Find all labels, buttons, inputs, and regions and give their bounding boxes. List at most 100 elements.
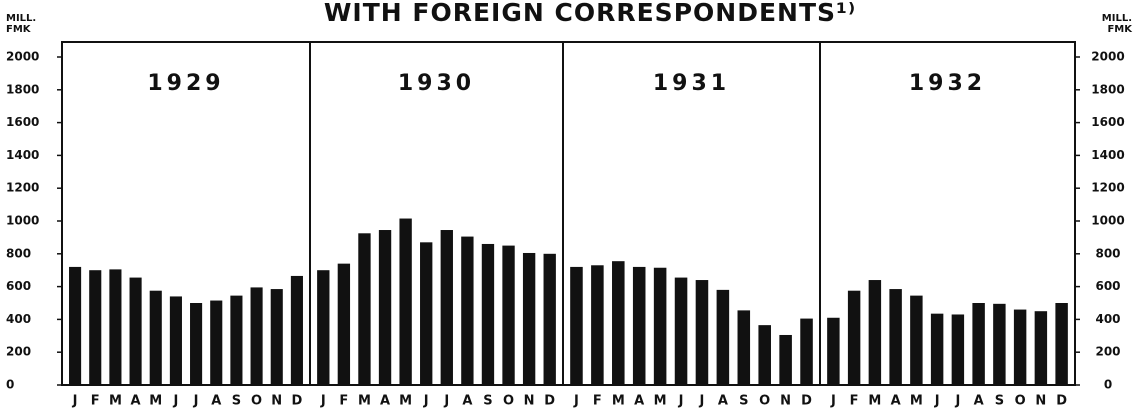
x-tick-label: O: [503, 394, 514, 409]
y-tick-label: 1000: [6, 214, 39, 228]
bar: [716, 289, 730, 385]
x-tick-label: M: [612, 394, 625, 409]
bar: [378, 230, 392, 385]
x-tick-label: S: [483, 394, 492, 409]
plot-frame: [61, 41, 1076, 386]
x-tick-label: A: [974, 394, 984, 409]
x-tick-label: A: [718, 394, 728, 409]
year-label: 1930: [398, 71, 475, 96]
x-tick-label: S: [995, 394, 1004, 409]
bar: [461, 236, 474, 385]
bar: [270, 289, 283, 385]
bar: [827, 317, 840, 385]
y-tick-label: 1800: [6, 82, 39, 96]
year-label: 1932: [909, 71, 986, 96]
bar: [481, 243, 495, 385]
bar: [868, 280, 882, 385]
bar: [993, 303, 1006, 385]
y-tick-label: 200: [6, 345, 31, 359]
y2-tick-label: 800: [1095, 246, 1120, 260]
bar: [250, 287, 263, 385]
x-tick-label: J: [954, 394, 960, 409]
x-tick-label: A: [211, 394, 221, 409]
y-tick-label: 600: [6, 279, 31, 293]
bar: [230, 295, 243, 385]
x-tick-label: J: [678, 394, 684, 409]
x-tick-label: F: [91, 394, 100, 409]
y-tick-label: 0: [6, 378, 14, 392]
x-tick-label: F: [593, 394, 602, 409]
bar: [1055, 303, 1068, 385]
bar: [737, 310, 751, 385]
x-tick-label: J: [172, 394, 178, 409]
bar: [591, 265, 604, 385]
bar: [317, 270, 330, 385]
y2-axis-label: MILL. FMK: [1102, 13, 1133, 35]
x-tick-label: J: [193, 394, 199, 409]
bar: [190, 303, 203, 385]
bar: [290, 275, 303, 385]
bar: [129, 277, 142, 385]
bar: [69, 266, 82, 385]
x-tick-label: M: [654, 394, 667, 409]
y2-tick-label: 1400: [1091, 148, 1124, 162]
bar: [910, 295, 923, 385]
x-tick-label: J: [699, 394, 705, 409]
x-tick-label: D: [544, 394, 555, 409]
x-tick-label: A: [380, 394, 390, 409]
y2-tick-label: 0: [1104, 378, 1112, 392]
y2-tick-label: 2000: [1091, 50, 1124, 64]
bar: [1034, 311, 1048, 385]
x-tick-label: M: [868, 394, 881, 409]
y2-tick-label: 1600: [1091, 115, 1124, 129]
x-tick-label: J: [573, 394, 579, 409]
y2-tick-label: 600: [1095, 279, 1120, 293]
x-tick-label: D: [292, 394, 303, 409]
bar: [972, 303, 985, 385]
x-tick-label: J: [443, 394, 449, 409]
x-tick-label: N: [1035, 394, 1046, 409]
bar: [358, 233, 371, 385]
x-tick-label: D: [801, 394, 812, 409]
y2-tick-label: 200: [1095, 345, 1120, 359]
y-tick-label: 800: [6, 246, 31, 260]
x-tick-label: J: [830, 394, 836, 409]
year-label: 1931: [653, 71, 730, 96]
x-tick-label: A: [634, 394, 644, 409]
x-tick-label: A: [131, 394, 141, 409]
bar: [758, 325, 771, 385]
bar: [951, 314, 965, 385]
bar: [89, 270, 102, 385]
y-axis-label: MILL. FMK: [6, 13, 36, 35]
x-tick-label: J: [72, 394, 78, 409]
x-tick-label: O: [759, 394, 770, 409]
bar: [210, 300, 223, 385]
y-tick-label: 400: [6, 312, 31, 326]
y-tick-label: 1200: [6, 181, 39, 195]
bar: [930, 313, 944, 385]
bar: [543, 253, 556, 385]
y-tick-label: 1600: [6, 115, 39, 129]
y2-tick-label: 1000: [1091, 214, 1124, 228]
x-tick-label: N: [780, 394, 791, 409]
bar: [399, 218, 412, 385]
x-tick-label: O: [251, 394, 262, 409]
x-tick-label: J: [423, 394, 429, 409]
x-tick-label: J: [934, 394, 940, 409]
x-tick-label: M: [910, 394, 923, 409]
bar: [570, 266, 583, 385]
x-tick-label: M: [109, 394, 122, 409]
x-tick-label: A: [891, 394, 901, 409]
chart-title: WITH FOREIGN CORRESPONDENTS¹⁾: [324, 0, 856, 27]
x-tick-label: S: [739, 394, 748, 409]
x-tick-label: F: [339, 394, 348, 409]
x-tick-label: M: [149, 394, 162, 409]
x-tick-label: O: [1015, 394, 1026, 409]
y2-tick-label: 1800: [1091, 82, 1124, 96]
bar: [612, 261, 625, 385]
x-tick-label: J: [320, 394, 326, 409]
bar: [1013, 309, 1027, 385]
bar: [440, 230, 453, 385]
bar: [653, 267, 667, 385]
